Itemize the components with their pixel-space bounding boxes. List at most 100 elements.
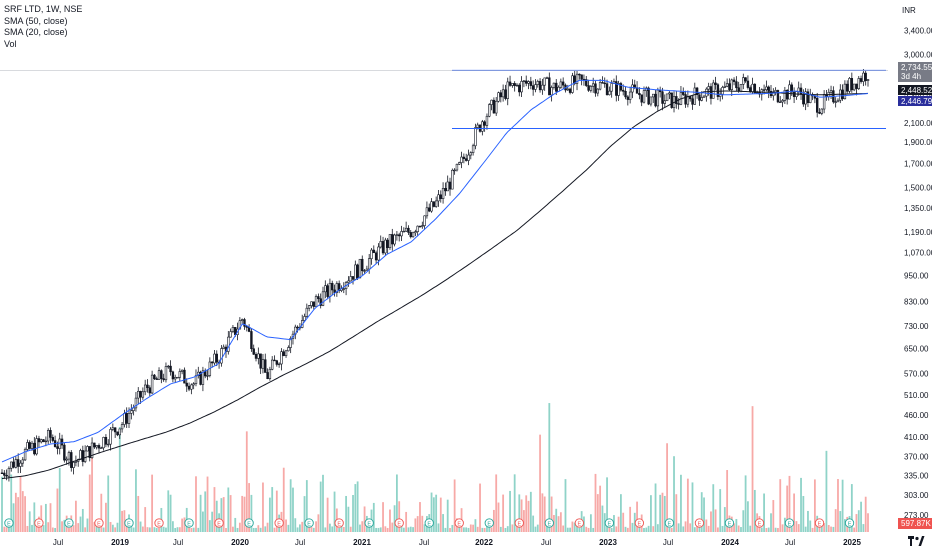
volume-bar: [236, 527, 239, 532]
y-tick-label: 273.00: [904, 511, 929, 520]
candle-body: [587, 85, 590, 91]
x-tick-label: Jul: [53, 538, 63, 547]
volume-bar: [555, 508, 558, 532]
candle-body: [474, 127, 477, 147]
volume-bar: [379, 527, 382, 532]
earnings-icon: E: [694, 518, 705, 528]
volume-bar: [449, 527, 451, 532]
candle-body: [631, 84, 634, 93]
x-tick-label: 2023: [599, 538, 617, 547]
volume-bar: [333, 491, 336, 532]
candle-body: [575, 73, 579, 84]
candle-body: [453, 169, 456, 172]
earnings-icon: E: [634, 518, 645, 528]
volume-bar: [631, 522, 634, 532]
volume-bar: [617, 516, 620, 532]
candle-body: [843, 83, 847, 100]
volume-bar: [174, 527, 177, 532]
volume-bar: [310, 526, 313, 532]
volume-bar: [793, 493, 796, 532]
volume-bar: [462, 527, 465, 532]
volume-bar: [61, 521, 63, 532]
candle-body: [404, 227, 408, 232]
volume-bar: [474, 519, 477, 532]
legend-sma20[interactable]: SMA (20, close): [4, 27, 68, 37]
volume-bar: [301, 521, 304, 532]
volume-bar: [109, 521, 112, 532]
volume-bar: [296, 527, 299, 532]
volume-bar: [523, 510, 525, 532]
candle-body: [12, 461, 15, 468]
volume-bar: [839, 511, 842, 532]
volume-bar: [539, 434, 541, 532]
volume-bar: [220, 498, 223, 532]
volume-bar: [518, 494, 521, 532]
legend-vol[interactable]: Vol: [4, 38, 17, 49]
candle-body: [14, 459, 18, 468]
volume-bar: [395, 474, 398, 532]
volume-bar: [33, 502, 36, 532]
volume-bar: [190, 527, 193, 532]
volume-bar: [807, 510, 809, 532]
volume-bar: [312, 527, 315, 532]
candle-body: [548, 77, 551, 96]
x-tick-label: Jul: [785, 538, 795, 547]
candle-body: [95, 445, 98, 448]
candle-body: [628, 91, 632, 100]
volume-bar: [543, 496, 546, 532]
candle-body: [656, 89, 660, 107]
volume-bar: [405, 511, 408, 532]
volume-bar: [266, 522, 269, 532]
volume-bar: [77, 523, 80, 532]
candle-body: [852, 83, 856, 91]
earnings-icon: E: [454, 518, 464, 528]
volume-bar: [102, 527, 105, 532]
volume-bar: [141, 526, 144, 532]
volume-bar: [488, 527, 491, 532]
volume-bar: [243, 496, 246, 532]
volume-bar: [716, 527, 719, 532]
candle-body: [407, 227, 410, 233]
volume-bar: [513, 474, 516, 532]
candle-body: [26, 442, 29, 450]
volume-bar: [486, 525, 488, 532]
volume-bar: [88, 474, 91, 532]
volume-bar: [661, 492, 664, 532]
tradingview-logo-icon[interactable]: [907, 534, 925, 548]
volume-bar: [774, 527, 777, 532]
legend-sma50[interactable]: SMA (50, close): [4, 15, 68, 26]
volume-bar: [599, 485, 602, 532]
volume-bar: [430, 492, 433, 532]
volume-bar: [21, 491, 24, 532]
candle-body: [381, 241, 385, 254]
volume-bar: [823, 523, 826, 532]
candle-body: [499, 92, 503, 98]
volume-bar: [608, 523, 611, 532]
volume-bar: [407, 527, 410, 532]
candle-body: [513, 83, 516, 86]
volume-bar: [735, 518, 738, 532]
volume-bar: [744, 475, 747, 532]
volume-bar: [153, 527, 156, 532]
volume-bar: [652, 526, 655, 532]
candle-body: [518, 84, 521, 93]
volume-bar: [437, 523, 440, 532]
svg-text:E: E: [247, 522, 251, 528]
candle-body: [652, 93, 655, 98]
y-tick-label: 1,190.00: [904, 228, 932, 237]
volume-bar: [583, 516, 585, 532]
volume-bar: [862, 524, 865, 532]
volume-bar: [49, 503, 52, 532]
legend-symbol[interactable]: SRF LTD, 1W, NSE: [4, 4, 83, 14]
volume-bar: [273, 527, 276, 532]
volume-bar: [606, 477, 608, 532]
volume-bar: [453, 479, 456, 532]
candle-body: [624, 90, 627, 98]
volume-bar: [202, 511, 204, 532]
currency-label[interactable]: INR: [902, 6, 916, 15]
volume-bar: [509, 490, 511, 532]
volume-bar: [557, 516, 560, 532]
volume-bar: [398, 501, 401, 532]
